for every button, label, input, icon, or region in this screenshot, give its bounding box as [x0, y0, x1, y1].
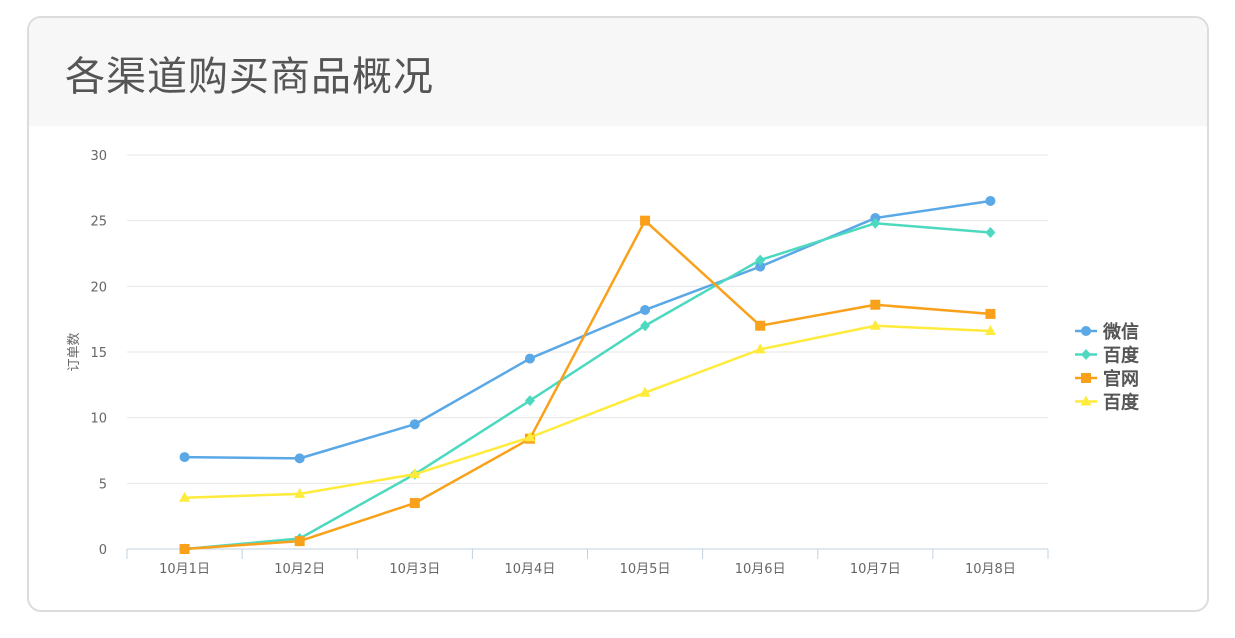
data-point — [985, 195, 996, 206]
y-axis-title: 订单数 — [67, 332, 82, 371]
series-line-2 — [184, 219, 991, 551]
y-tick-label: 15 — [90, 346, 107, 361]
y-tick-label: 30 — [90, 149, 107, 164]
data-point — [640, 320, 651, 332]
series-line-0 — [184, 199, 991, 460]
data-point — [755, 254, 766, 266]
data-point — [639, 386, 651, 397]
data-point — [755, 261, 766, 272]
data-point — [179, 491, 191, 502]
legend-marker — [1081, 349, 1091, 360]
legend-marker — [1080, 395, 1092, 406]
legend-label: 微信 — [1102, 321, 1139, 343]
y-tick-label: 25 — [90, 215, 107, 230]
legend-label: 百度 — [1103, 345, 1140, 367]
series-line-1 — [184, 222, 991, 551]
page-title: 各渠道购买商品概况 — [65, 54, 434, 100]
data-point — [409, 468, 421, 479]
data-point — [524, 353, 535, 364]
x-tick-label: 10月3日 — [389, 562, 440, 577]
data-point — [985, 226, 996, 238]
y-tick-label: 5 — [99, 477, 107, 492]
chart-card: 各渠道购买商品概况 — [27, 16, 1209, 612]
x-tick-label: 10月6日 — [735, 562, 786, 577]
data-point — [179, 544, 190, 554]
data-point — [294, 536, 305, 547]
data-point — [870, 217, 881, 229]
data-point — [294, 487, 306, 498]
data-point — [869, 319, 881, 330]
x-tick-label: 10月4日 — [505, 562, 556, 577]
data-point — [409, 419, 420, 430]
y-tick-label: 10 — [90, 412, 107, 427]
x-tick-label: 10月1日 — [159, 562, 210, 577]
legend-marker — [1081, 326, 1091, 336]
data-point — [409, 498, 420, 509]
data-point — [179, 452, 190, 463]
data-point — [524, 395, 535, 407]
x-tick-label: 10月7日 — [850, 562, 901, 577]
y-tick-label: 20 — [90, 280, 107, 295]
data-point — [294, 453, 305, 464]
x-tick-label: 10月8日 — [965, 562, 1016, 577]
card-header: 各渠道购买商品概况 — [29, 18, 1207, 126]
data-point — [754, 343, 766, 354]
data-point — [640, 215, 651, 226]
data-point — [755, 320, 766, 331]
y-tick-label: 0 — [99, 543, 107, 558]
legend-label: 官网 — [1103, 368, 1139, 390]
x-tick-label: 10月2日 — [274, 562, 325, 577]
data-point — [985, 308, 996, 319]
x-tick-label: 10月5日 — [620, 562, 671, 577]
legend-label: 百度 — [1103, 392, 1140, 414]
series-line-3 — [184, 324, 991, 500]
data-point — [640, 304, 651, 315]
data-point — [524, 431, 536, 442]
legend-marker — [1081, 373, 1091, 383]
data-point — [984, 324, 996, 335]
data-point — [870, 299, 881, 310]
